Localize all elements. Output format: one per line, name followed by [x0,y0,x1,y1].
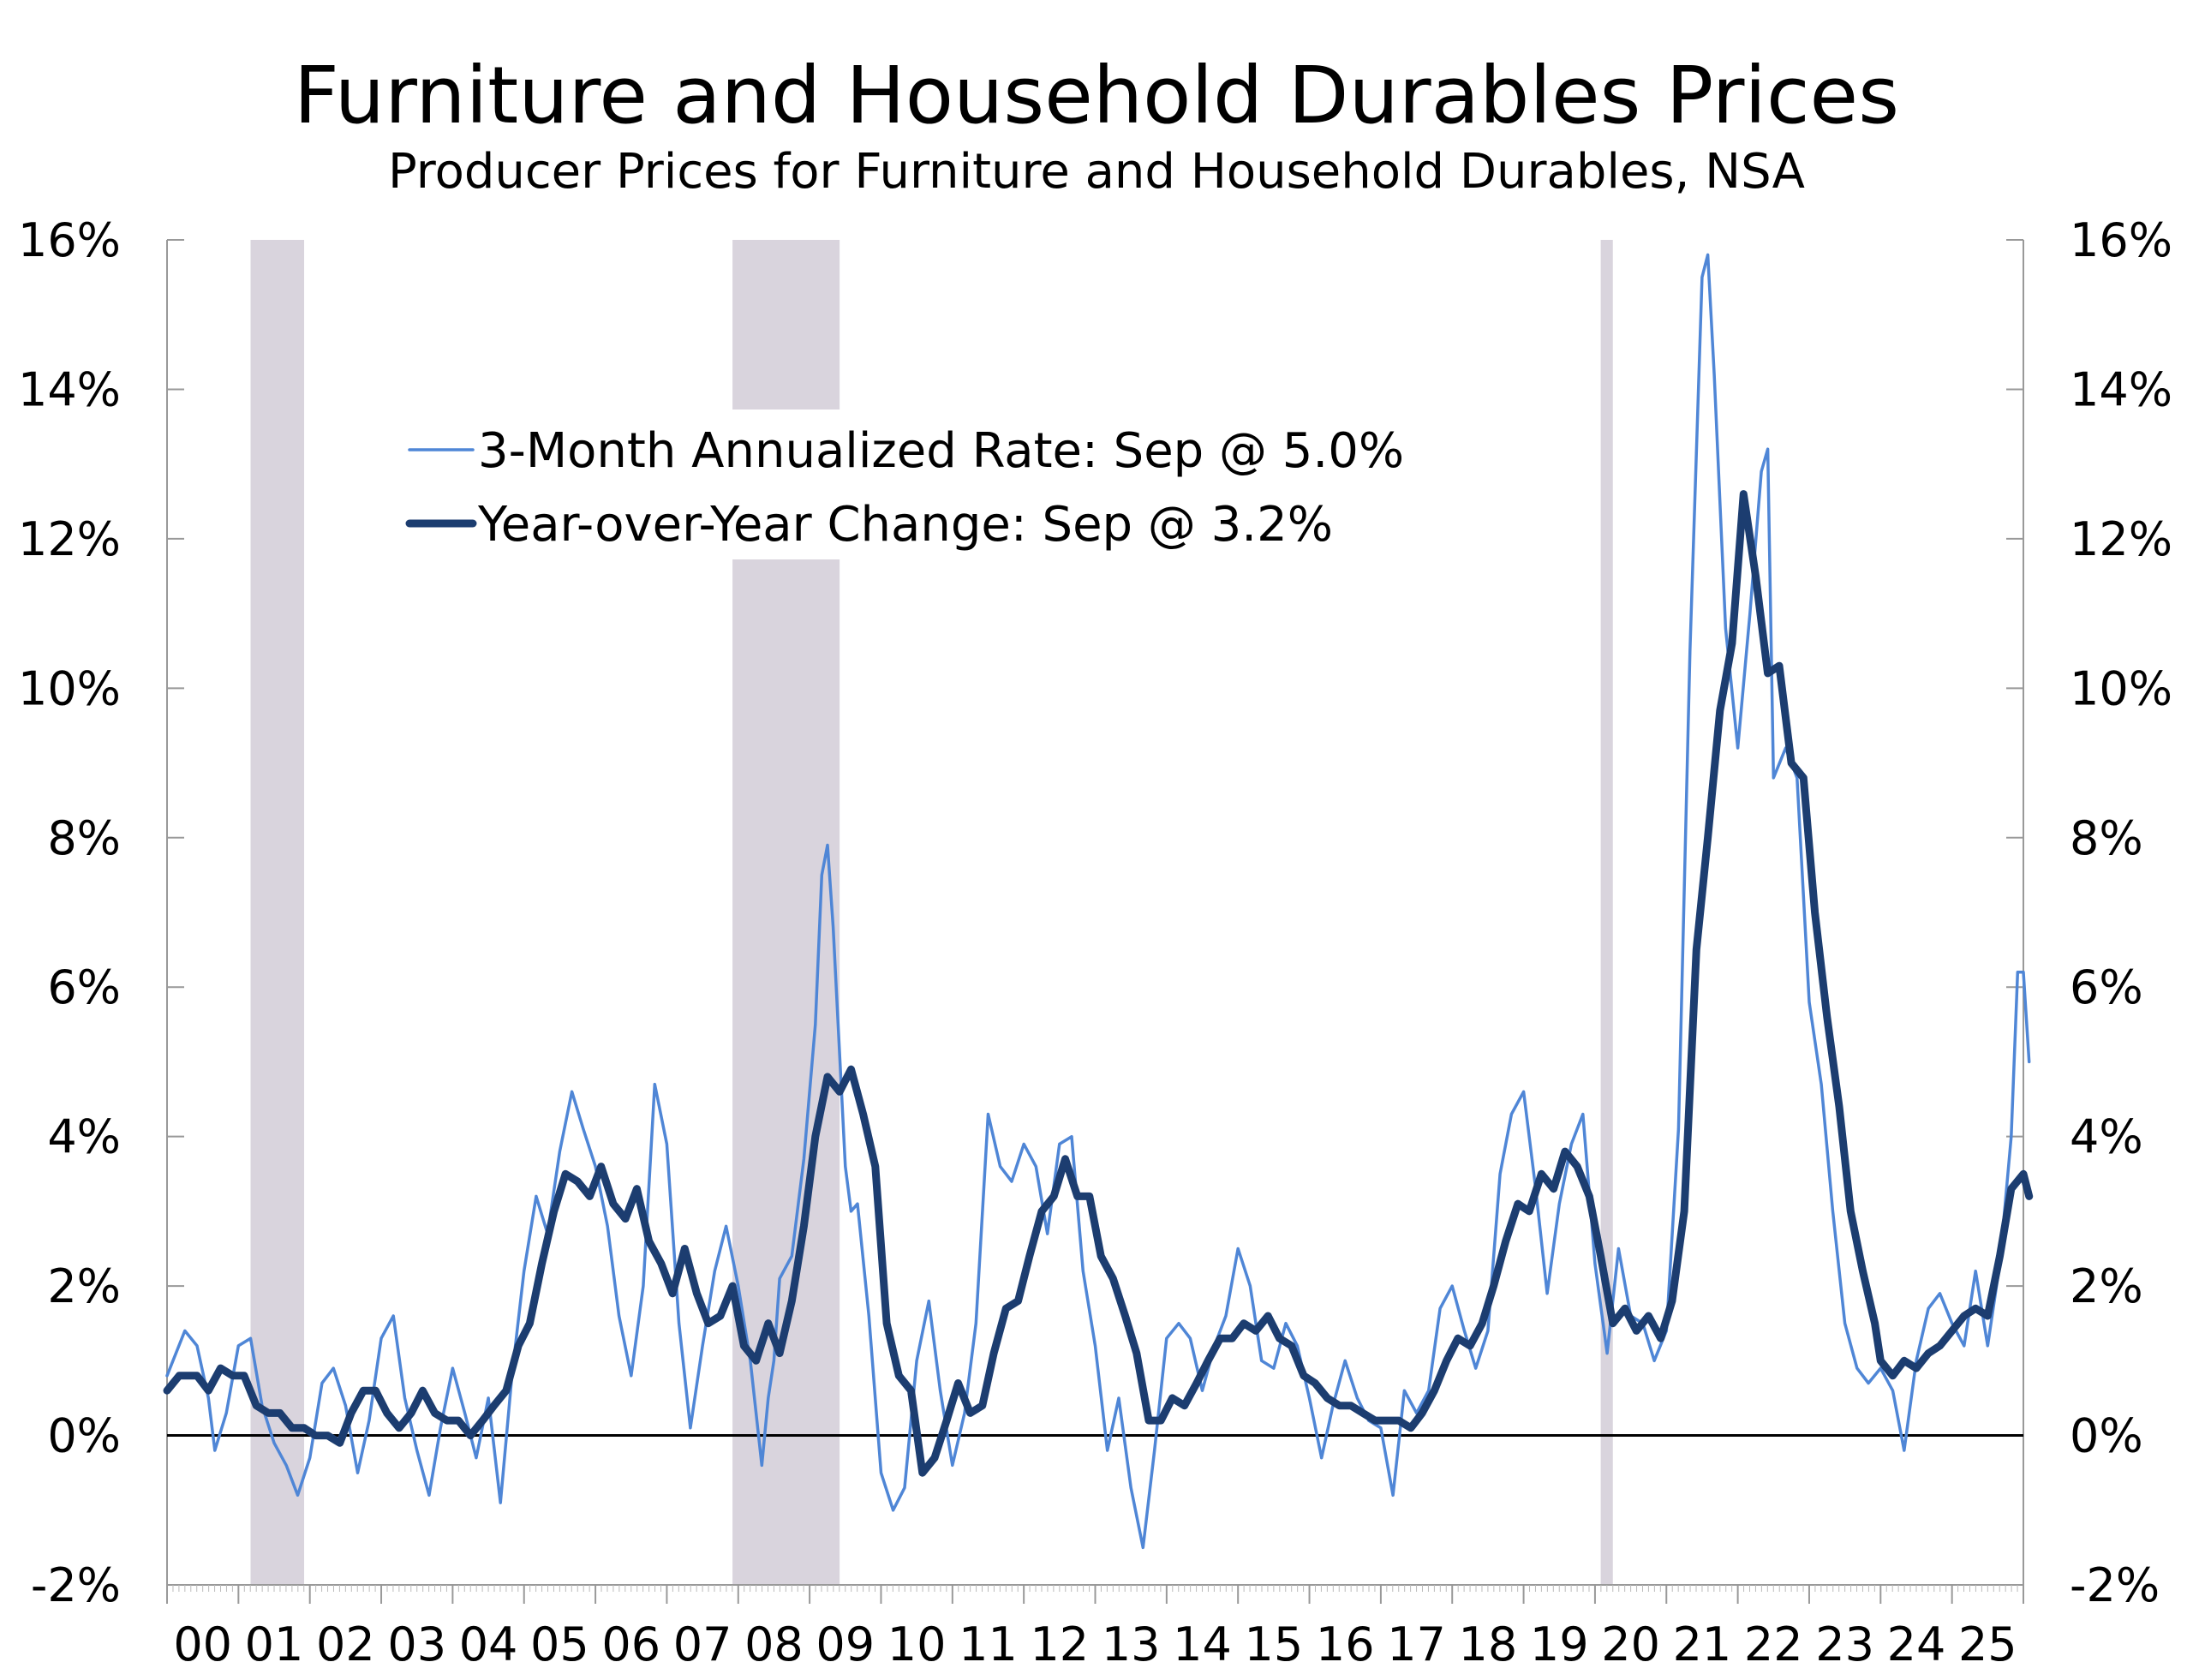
y-tick-label-left: 14% [18,362,121,416]
y-tick-label-right: 14% [2070,362,2172,416]
legend-label: Year-over-Year Change: Sep @ 3.2% [477,497,1333,553]
x-tick-label: 15 [1245,1617,1304,1671]
chart-subtitle: Producer Prices for Furniture and Househ… [388,144,1805,200]
x-tick-label: 14 [1173,1617,1232,1671]
x-tick-label: 17 [1387,1617,1446,1671]
x-tick-label: 10 [887,1617,947,1671]
x-tick-label: 05 [530,1617,589,1671]
y-tick-label-right: 10% [2070,661,2172,715]
y-tick-label-left: 0% [47,1409,121,1463]
x-tick-label: 13 [1102,1617,1161,1671]
x-tick-label: 01 [245,1617,304,1671]
y-tick-label-left: 12% [18,512,121,566]
x-tick-label: 20 [1601,1617,1660,1671]
x-tick-label: 07 [673,1617,732,1671]
y-tick-label-left: 6% [47,960,121,1014]
y-tick-label-right: 12% [2070,512,2172,566]
x-tick-label: 06 [601,1617,660,1671]
recession-band [1600,240,1613,1585]
legend-label: 3-Month Annualized Rate: Sep @ 5.0% [478,423,1404,479]
x-tick-label: 08 [744,1617,804,1671]
recession-band [250,240,305,1585]
x-tick-label: 00 [173,1617,232,1671]
chart-title: Furniture and Household Durables Prices [293,50,1900,141]
y-tick-label-right: 8% [2070,811,2143,865]
y-tick-label-right: 2% [2070,1259,2143,1313]
y-tick-label-right: 16% [2070,213,2172,267]
yoy-change-line [163,490,2034,1477]
x-tick-label: 16 [1316,1617,1375,1671]
x-tick-label: 04 [459,1617,518,1671]
x-tick-label: 21 [1673,1617,1732,1671]
x-tick-label: 25 [1958,1617,2017,1671]
y-tick-label-left: 4% [47,1110,121,1164]
y-tick-label-right: 0% [2070,1409,2143,1463]
x-tick-label: 19 [1530,1617,1589,1671]
x-tick-label: 22 [1744,1617,1803,1671]
y-tick-label-left: 10% [18,661,121,715]
y-tick-label-left: 2% [47,1259,121,1313]
three-month-annualized-line [165,253,2031,1550]
legend-box [365,410,1496,559]
x-tick-label: 12 [1030,1617,1089,1671]
x-tick-label: 02 [316,1617,375,1671]
x-tick-label: 03 [387,1617,446,1671]
y-tick-label-left: 16% [18,213,121,267]
y-tick-label-left: 8% [47,811,121,865]
x-tick-label: 24 [1887,1617,1946,1671]
x-tick-label: 11 [959,1617,1018,1671]
y-tick-label-right: -2% [2070,1558,2160,1612]
x-tick-label: 09 [816,1617,875,1671]
y-tick-label-right: 4% [2070,1110,2143,1164]
y-tick-label-right: 6% [2070,960,2143,1014]
x-tick-label: 23 [1815,1617,1874,1671]
x-tick-label: 18 [1459,1617,1518,1671]
y-tick-label-left: -2% [31,1558,121,1612]
